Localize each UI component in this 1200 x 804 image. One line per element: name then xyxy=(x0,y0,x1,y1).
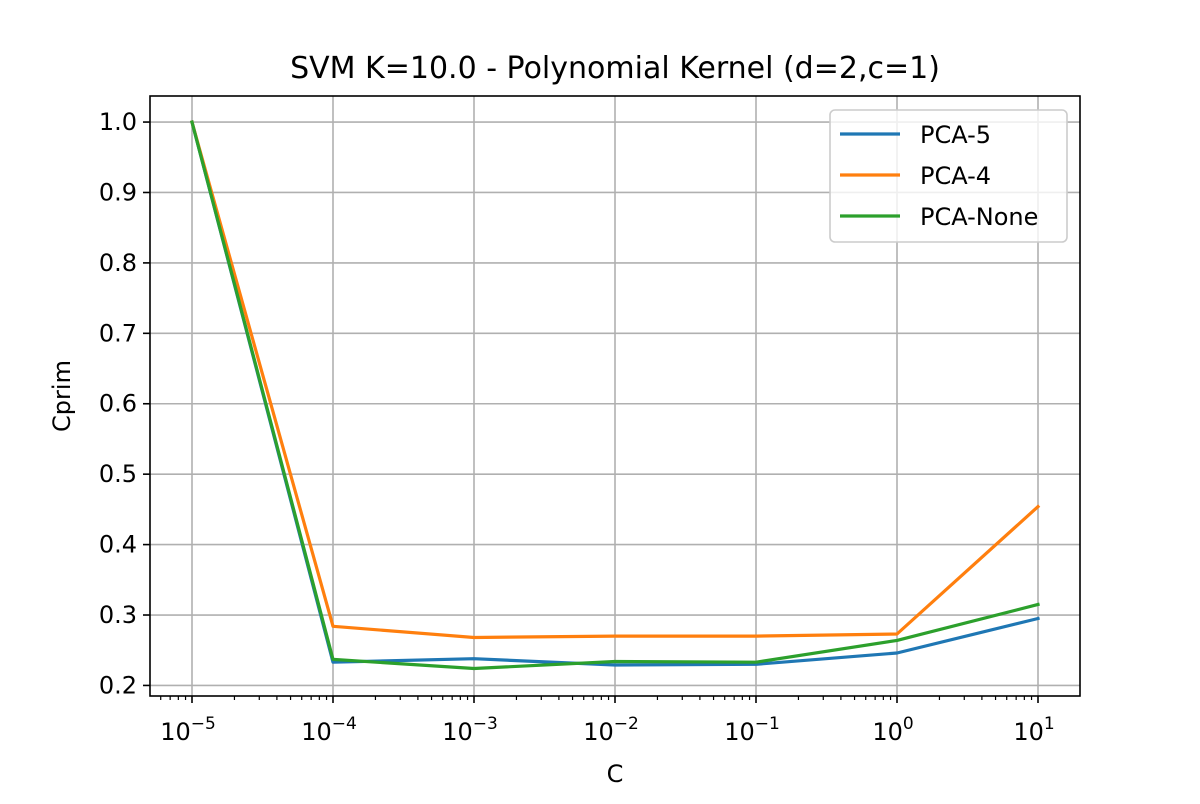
y-axis-label: Cprim xyxy=(48,360,76,432)
legend-label: PCA-4 xyxy=(920,162,991,190)
legend-label: PCA-None xyxy=(920,203,1038,231)
y-tick-label: 0.9 xyxy=(99,178,137,206)
x-tick-label: 101 xyxy=(1013,714,1054,746)
x-tick-label: 10−3 xyxy=(442,714,498,746)
x-tick-label: 10−2 xyxy=(583,714,639,746)
y-tick-label: 0.3 xyxy=(99,601,137,629)
x-tick-label: 10−5 xyxy=(160,714,216,746)
grid xyxy=(150,96,1080,696)
x-tick-label: 10−4 xyxy=(301,714,357,746)
series-line-pca-5 xyxy=(190,120,1040,667)
y-tick-label: 1.0 xyxy=(99,108,137,136)
x-tick-label: 100 xyxy=(872,714,913,746)
series-line-pca-none xyxy=(190,120,1040,671)
chart-title: SVM K=10.0 - Polynomial Kernel (d=2,c=1) xyxy=(290,51,940,86)
legend: PCA-5 PCA-4 PCA-None xyxy=(829,109,1068,243)
y-tick-label: 0.8 xyxy=(99,249,137,277)
y-tick-label: 0.2 xyxy=(99,671,137,699)
series-lines xyxy=(190,120,1041,671)
y-tick-label: 0.7 xyxy=(99,319,137,347)
x-tick-label: 10−1 xyxy=(724,714,780,746)
y-tick-label: 0.6 xyxy=(99,390,137,418)
y-tick-label: 0.5 xyxy=(99,460,137,488)
y-axis-ticks: 0.2 0.3 0.4 0.5 0.6 0.7 0.8 0.9 1.0 xyxy=(99,108,150,699)
series-line-pca-4 xyxy=(190,120,1041,640)
y-tick-label: 0.4 xyxy=(99,531,137,559)
legend-box xyxy=(829,109,1068,243)
x-axis-label: C xyxy=(607,760,624,788)
x-axis-ticks: 10−5 10−4 10−3 10−2 10−1 100 101 xyxy=(160,696,1055,746)
legend-label: PCA-5 xyxy=(920,121,991,149)
